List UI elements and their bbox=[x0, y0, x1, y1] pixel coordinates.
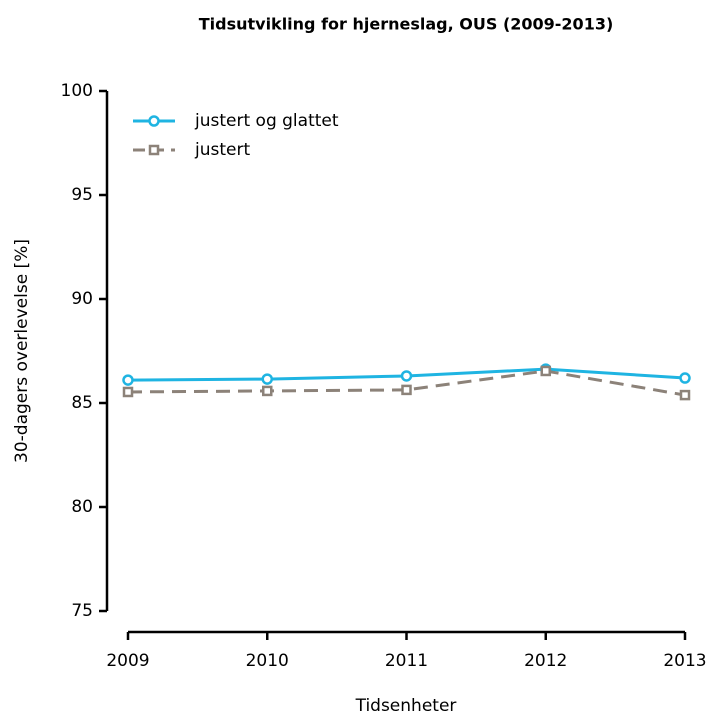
data-point bbox=[401, 384, 412, 396]
x-tick-label: 2009 bbox=[106, 651, 149, 671]
y-tick-label: 85 bbox=[71, 393, 93, 413]
y-axis-label: 30-dagers overlevelse [%] bbox=[12, 239, 32, 463]
y-tick-label: 75 bbox=[71, 601, 93, 621]
legend-marker bbox=[148, 144, 160, 156]
data-point bbox=[679, 372, 691, 384]
legend-marker bbox=[148, 115, 160, 127]
y-tick-label: 80 bbox=[71, 497, 93, 517]
x-axis-label: Tidsenheter bbox=[355, 696, 457, 716]
series-line bbox=[127, 369, 686, 397]
chart-title: Tidsutvikling for hjerneslag, OUS (2009-… bbox=[199, 15, 614, 34]
data-point bbox=[122, 386, 134, 398]
x-tick-label: 2013 bbox=[663, 651, 706, 671]
x-tick-label: 2012 bbox=[524, 651, 567, 671]
x-tick-label: 2011 bbox=[385, 651, 428, 671]
legend-label: justert bbox=[194, 140, 250, 160]
data-point bbox=[122, 374, 134, 386]
y-tick-label: 90 bbox=[71, 289, 93, 309]
x-tick-label: 2010 bbox=[246, 651, 289, 671]
legend-label: justert og glattet bbox=[194, 111, 339, 131]
data-point bbox=[679, 389, 691, 401]
data-point bbox=[400, 370, 413, 382]
data-point bbox=[540, 365, 551, 377]
y-tick-label: 95 bbox=[71, 185, 93, 205]
data-point bbox=[262, 385, 273, 397]
y-tick-label: 100 bbox=[61, 81, 93, 101]
data-point bbox=[261, 373, 273, 385]
